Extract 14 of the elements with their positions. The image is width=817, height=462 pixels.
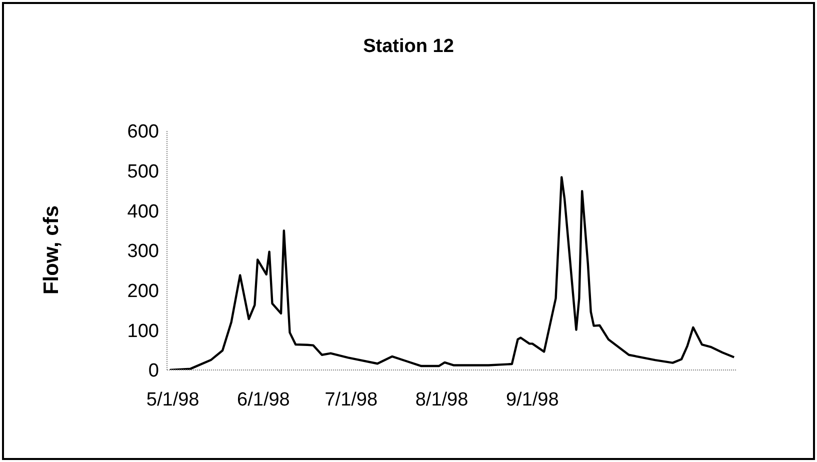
y-axis-title: Flow, cfs — [40, 205, 64, 295]
x-tick-label: 5/1/98 — [146, 389, 200, 410]
x-tick-label: 8/1/98 — [415, 389, 468, 410]
x-tick-label: 7/1/98 — [324, 389, 378, 410]
y-tick-label: 300 — [127, 241, 159, 262]
x-tick-label: 6/1/98 — [237, 389, 290, 410]
chart-title: Station 12 — [362, 36, 455, 58]
y-tick-label: 500 — [127, 162, 159, 183]
y-tick-label: 400 — [127, 201, 159, 222]
x-tick-label: 9/1/98 — [506, 389, 559, 410]
y-tick-label: 100 — [127, 320, 159, 342]
y-tick-label: 600 — [127, 122, 159, 143]
y-tick-label: 200 — [127, 281, 159, 302]
y-tick-label: 0 — [148, 360, 159, 382]
